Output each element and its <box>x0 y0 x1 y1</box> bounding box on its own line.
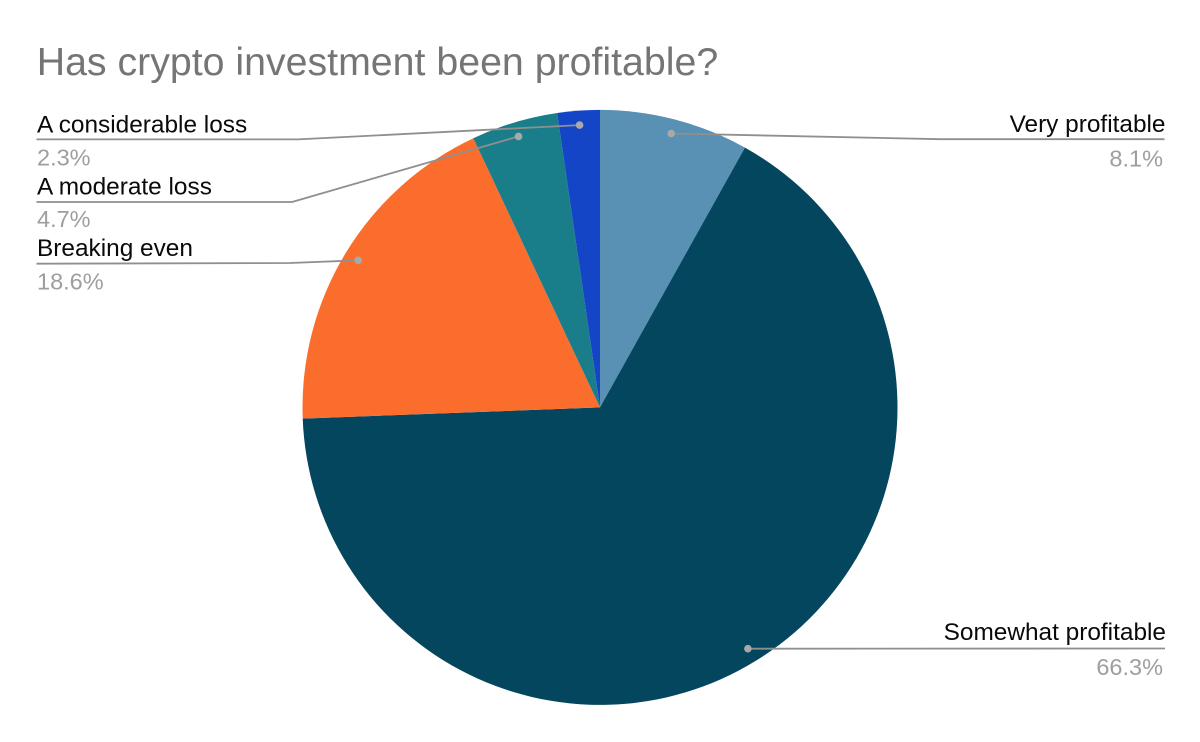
svg-text:18.6%: 18.6% <box>37 269 104 295</box>
svg-text:A considerable loss: A considerable loss <box>37 111 247 138</box>
svg-text:Somewhat profitable: Somewhat profitable <box>944 619 1166 646</box>
svg-text:66.3%: 66.3% <box>1096 654 1163 680</box>
svg-text:Breaking even: Breaking even <box>37 235 193 262</box>
svg-text:2.3%: 2.3% <box>37 145 91 171</box>
svg-text:Very profitable: Very profitable <box>1010 111 1166 138</box>
svg-text:A moderate loss: A moderate loss <box>37 174 212 201</box>
svg-text:4.7%: 4.7% <box>37 206 91 232</box>
svg-text:Has crypto investment been pro: Has crypto investment been profitable? <box>37 40 719 84</box>
svg-text:8.1%: 8.1% <box>1109 146 1163 172</box>
